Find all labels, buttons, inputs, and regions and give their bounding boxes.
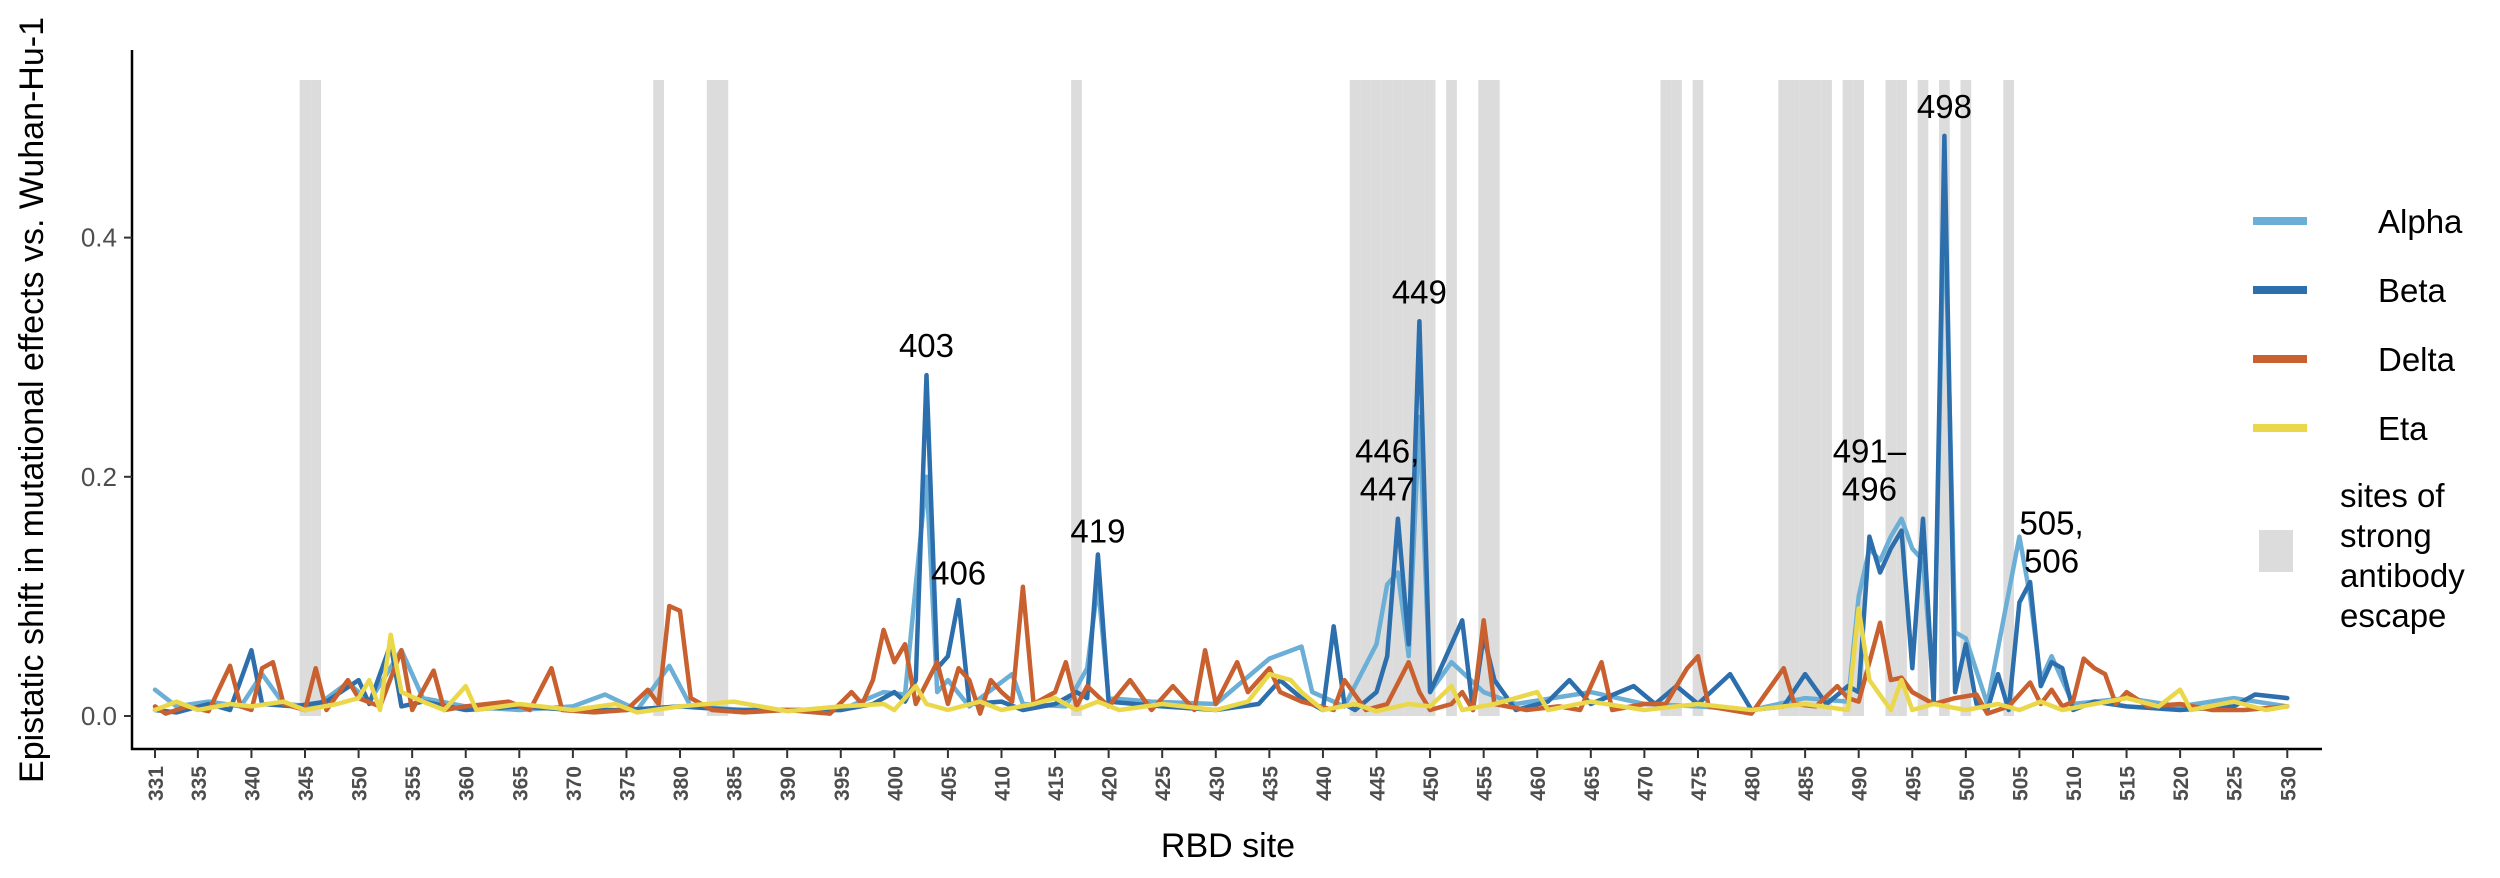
legend-label-beta: Beta <box>2378 272 2447 309</box>
x-tick-label: 490 <box>1849 766 1872 801</box>
x-tick-label: 355 <box>402 766 425 801</box>
escape-site-band <box>1789 80 1800 716</box>
x-tick-label: 530 <box>2277 766 2300 801</box>
x-tick-label: 480 <box>1742 766 1765 801</box>
escape-site-band <box>1778 80 1790 716</box>
escape-site-band <box>1349 80 1361 716</box>
escape-site-band <box>1671 80 1682 716</box>
x-tick-label: 420 <box>1099 766 1122 801</box>
y-axis-title: Epistatic shift in mutational effects vs… <box>13 17 51 783</box>
x-tick-label: 360 <box>456 766 479 801</box>
legend-label-alpha: Alpha <box>2378 203 2463 240</box>
x-tick-label: 495 <box>1902 766 1925 801</box>
x-tick-label: 440 <box>1313 766 1336 801</box>
escape-site-band <box>1692 80 1704 716</box>
annotation-label: 498 <box>1917 88 1972 125</box>
x-tick-label: 340 <box>241 766 264 801</box>
x-tick-label: 510 <box>2063 766 2086 801</box>
escape-site-band <box>1660 80 1672 716</box>
y-tick-label: 0.2 <box>81 462 117 492</box>
escape-site-band <box>706 80 718 716</box>
x-tick-label: 485 <box>1795 766 1818 801</box>
x-axis-title: RBD site <box>1161 827 1295 865</box>
x-tick-label: 430 <box>1206 766 1229 801</box>
x-tick-label: 515 <box>2117 766 2140 801</box>
annotation-label: 449 <box>1392 273 1447 310</box>
annotations: 403 406 419 446, 447 449 491– 496 498 505, 506 <box>899 88 2084 591</box>
x-tick-label: 460 <box>1527 766 1550 801</box>
escape-site-band <box>2003 80 2015 716</box>
legend-label-eta: Eta <box>2378 410 2428 447</box>
legend-label-escape: sites of strong antibody escape <box>2340 477 2465 634</box>
x-tick-label: 405 <box>938 766 961 801</box>
escape-site-band <box>1478 80 1490 716</box>
x-tick-label: 415 <box>1045 766 1068 801</box>
legend-key-escape <box>2259 530 2293 572</box>
escape-site-bands <box>299 80 2015 716</box>
escape-site-band <box>1842 80 1854 716</box>
escape-site-band <box>1381 80 1393 716</box>
escape-site-band <box>1896 80 1907 716</box>
escape-site-band <box>1810 80 1822 716</box>
escape-site-band <box>653 80 664 716</box>
escape-site-band <box>1917 80 1929 716</box>
annotation-label: 403 <box>899 327 954 364</box>
x-tick-label: 445 <box>1367 766 1390 801</box>
x-tick-label: 425 <box>1152 766 1175 801</box>
legend: Alpha Beta Delta Eta sites of strong antibody e… <box>2253 203 2465 634</box>
escape-site-band <box>1403 80 1415 716</box>
x-tick-label: 380 <box>670 766 693 801</box>
annotation-label: 505, 506 <box>2019 504 2083 579</box>
x-tick-label: 375 <box>616 766 639 801</box>
escape-site-band <box>310 80 322 716</box>
escape-site-band <box>1960 80 1972 716</box>
escape-site-band <box>717 80 729 716</box>
escape-site-band <box>1821 80 1832 716</box>
escape-site-band <box>1853 80 1865 716</box>
x-tick-label: 475 <box>1688 766 1711 801</box>
escape-site-band <box>1489 80 1500 716</box>
x-tick-label: 400 <box>884 766 907 801</box>
escape-site-band <box>1885 80 1897 716</box>
x-tick-label: 410 <box>991 766 1014 801</box>
x-tick-label: 365 <box>509 766 532 801</box>
legend-label-delta: Delta <box>2378 341 2456 378</box>
escape-site-band <box>1371 80 1382 716</box>
x-tick-label: 395 <box>831 766 854 801</box>
x-tick-label: 435 <box>1259 766 1282 801</box>
axes: 0.0 0.2 0.4 331 335 340 345 350 355 360 365 370 375 3… <box>81 50 2322 801</box>
x-tick-label: 465 <box>1581 766 1604 801</box>
escape-site-band <box>1424 80 1436 716</box>
x-tick-label: 331 <box>145 766 168 801</box>
escape-site-band <box>299 80 311 716</box>
x-tick-label: 525 <box>2224 766 2247 801</box>
x-tick-label: 350 <box>349 766 372 801</box>
annotation-label: 446, 447 <box>1355 433 1419 508</box>
x-tick-label: 470 <box>1634 766 1657 801</box>
y-tick-label: 0.4 <box>81 223 117 253</box>
x-tick-label: 385 <box>724 766 747 801</box>
y-tick-label: 0.0 <box>81 701 117 731</box>
x-tick-label: 500 <box>1956 766 1979 801</box>
x-tick-label: 450 <box>1420 766 1443 801</box>
escape-site-band <box>1799 80 1811 716</box>
escape-site-band <box>1446 80 1457 716</box>
escape-site-band <box>1392 80 1404 716</box>
annotation-label: 491– 496 <box>1833 433 1907 508</box>
series-line-eta <box>152 606 2290 715</box>
x-tick-label: 335 <box>188 766 211 801</box>
escape-site-band <box>1071 80 1082 716</box>
x-tick-label: 370 <box>563 766 586 801</box>
x-tick-label: 345 <box>295 766 318 801</box>
escape-site-band <box>1939 80 1950 716</box>
series-lines <box>152 133 2290 716</box>
x-tick-label: 520 <box>2170 766 2193 801</box>
x-tick-label: 505 <box>2009 766 2032 801</box>
x-tick-label: 390 <box>777 766 800 801</box>
annotation-label: 419 <box>1070 513 1125 550</box>
x-tick-label: 455 <box>1474 766 1497 801</box>
annotation-label: 406 <box>931 554 986 591</box>
escape-site-band <box>1360 80 1372 716</box>
